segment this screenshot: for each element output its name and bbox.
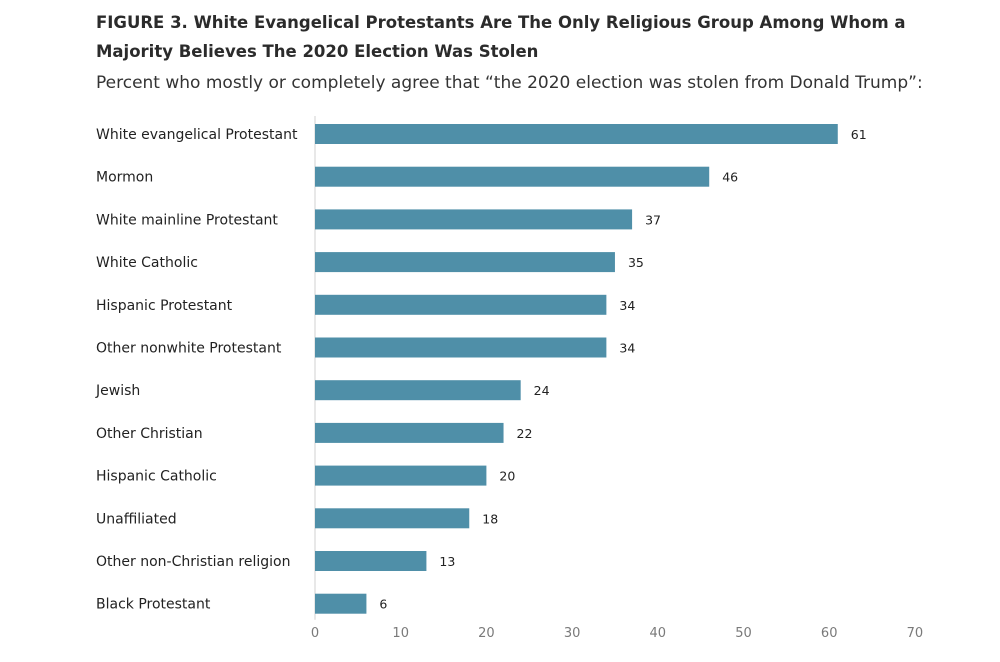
chart-title-line-1: FIGURE 3. White Evangelical Protestants …: [96, 13, 906, 32]
x-tick-label: 10: [392, 626, 409, 641]
data-label: 18: [482, 511, 498, 526]
x-tick-label: 70: [907, 626, 924, 641]
bar: [315, 166, 710, 187]
bar: [315, 209, 633, 230]
data-label: 24: [534, 383, 550, 398]
data-label: 35: [628, 255, 644, 270]
data-label: 20: [499, 469, 515, 484]
data-label: 34: [619, 298, 635, 313]
bar: [315, 508, 470, 529]
chart-title: FIGURE 3. White Evangelical Protestants …: [96, 8, 976, 66]
category-label: Mormon: [96, 170, 153, 186]
bar: [315, 422, 504, 443]
bar: [315, 593, 367, 614]
category-label: White evangelical Protestant: [96, 127, 298, 143]
x-tick-label: 40: [650, 626, 667, 641]
category-label: White mainline Protestant: [96, 212, 278, 228]
x-tick-label: 20: [478, 626, 495, 641]
category-label: White Catholic: [96, 255, 198, 271]
bar: [315, 337, 607, 358]
category-label: Other nonwhite Protestant: [96, 341, 282, 357]
data-label: 61: [851, 127, 867, 142]
category-label: Jewish: [95, 383, 140, 399]
category-label: Other non-Christian religion: [96, 554, 291, 570]
category-label: Unaffiliated: [96, 511, 177, 527]
bar: [315, 465, 487, 486]
category-label: Hispanic Protestant: [96, 298, 233, 314]
data-label: 6: [379, 597, 387, 612]
data-label: 37: [645, 212, 661, 227]
data-label: 22: [517, 426, 533, 441]
x-tick-label: 0: [311, 626, 319, 641]
bar: [315, 252, 615, 273]
data-label: 46: [722, 170, 738, 185]
category-label: Black Protestant: [96, 597, 211, 613]
bar: [315, 294, 607, 315]
x-tick-label: 60: [821, 626, 838, 641]
category-label: Other Christian: [96, 426, 203, 442]
data-label: 34: [619, 341, 635, 356]
chart-subtitle: Percent who mostly or completely agree t…: [96, 73, 923, 93]
category-label: Hispanic Catholic: [96, 469, 217, 485]
bar: [315, 380, 521, 401]
chart-title-line-2: Majority Believes The 2020 Election Was …: [96, 42, 539, 61]
x-tick-label: 50: [735, 626, 752, 641]
data-label: 13: [439, 554, 455, 569]
bar: [315, 551, 427, 571]
x-tick-label: 30: [564, 626, 581, 641]
bar: [315, 124, 838, 144]
